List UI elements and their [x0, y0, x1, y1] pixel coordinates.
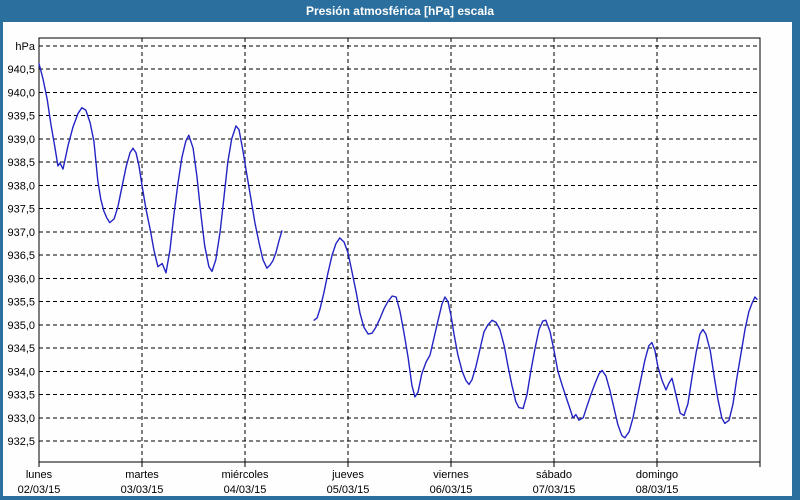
y-tick-label: 939,5	[7, 111, 35, 123]
x-tick-date-label: 06/03/15	[430, 484, 473, 496]
chart-title: Presión atmosférica [hPa] escala	[305, 4, 495, 18]
y-tick-label: 938,0	[7, 180, 35, 192]
y-tick-label: 936,0	[7, 273, 35, 285]
x-tick-day-label: viernes	[433, 469, 469, 481]
y-tick-label: 933,0	[7, 413, 35, 425]
y-tick-label: 939,0	[7, 134, 35, 146]
plot-border	[38, 37, 761, 463]
x-tick-day-label: domingo	[636, 469, 678, 481]
x-tick-day-label: jueves	[331, 469, 364, 481]
pressure-line-segment	[313, 237, 758, 439]
y-tick-label: 934,0	[7, 366, 35, 378]
x-tick-date-label: 03/03/15	[121, 484, 164, 496]
x-tick-day-label: lunes	[26, 469, 53, 481]
y-tick-label: 936,5	[7, 250, 35, 262]
x-tick-date-label: 04/03/15	[224, 484, 267, 496]
x-tick-date-label: 08/03/15	[636, 484, 679, 496]
title-bar: Presión atmosférica [hPa] escala	[0, 0, 800, 22]
x-tick-day-label: martes	[125, 469, 159, 481]
y-tick-label: 933,5	[7, 390, 35, 402]
y-tick-label: 935,5	[7, 297, 35, 309]
chart-panel: 940,5 940,0 939,5 939,0 938,5 938,0 937,5 937,0…	[3, 22, 792, 496]
y-tick-label: 937,5	[7, 204, 35, 216]
x-tick-date-label: 05/03/15	[327, 484, 370, 496]
y-tick-label: 935,0	[7, 320, 35, 332]
pressure-line-segment	[38, 62, 283, 274]
y-tick-label: 932,5	[7, 436, 35, 448]
y-tick-label: 940,0	[7, 87, 35, 99]
y-tick-label: 940,5	[7, 64, 35, 76]
y-tick-label: 937,0	[7, 227, 35, 239]
y-tick-label: 938,5	[7, 157, 35, 169]
y-axis-unit-label: hPa	[15, 41, 35, 53]
x-tick-date-label: 07/03/15	[533, 484, 576, 496]
pressure-chart: 940,5 940,0 939,5 939,0 938,5 938,0 937,5 937,0…	[7, 37, 761, 496]
x-tick-day-label: sábado	[536, 469, 572, 481]
y-tick-label: 934,5	[7, 343, 35, 355]
x-tick-date-label: 02/03/15	[18, 484, 61, 496]
x-tick-day-label: miércoles	[221, 469, 269, 481]
